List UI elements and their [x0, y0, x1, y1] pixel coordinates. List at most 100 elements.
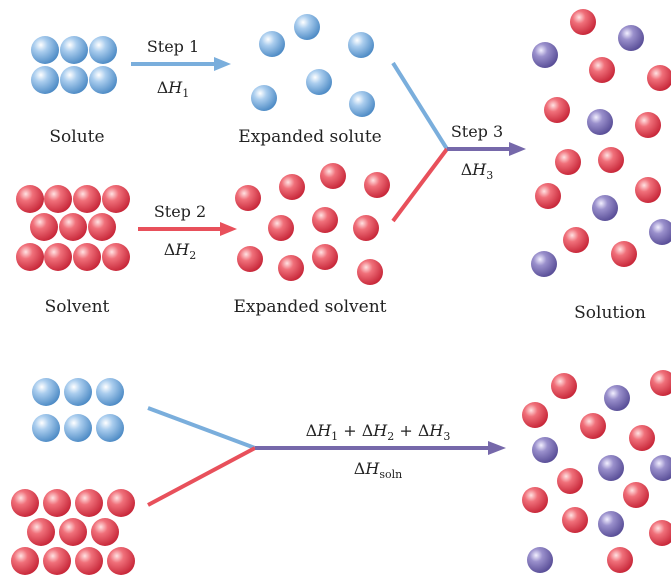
overall-solute-cluster [32, 378, 124, 442]
solvent-particle [563, 227, 589, 253]
solute-particle [306, 69, 332, 95]
solvent-particle [535, 183, 561, 209]
overall-sum-label: ΔH1 + ΔH2 + ΔH3 [306, 421, 451, 443]
step1-enthalpy: ΔH1 [157, 78, 190, 100]
solute-particle [294, 14, 320, 40]
solvent-particle [607, 547, 633, 573]
solvent-particle [237, 246, 263, 272]
solvent-particle [635, 112, 661, 138]
solvent-particle [43, 489, 71, 517]
solvent-particle [551, 373, 577, 399]
purple-particle [587, 109, 613, 135]
expanded-solute-particles [251, 14, 375, 117]
solute-particle [349, 91, 375, 117]
solvent-particle [544, 97, 570, 123]
purple-particle [598, 455, 624, 481]
solute-particle [251, 85, 277, 111]
solvent-particle [562, 507, 588, 533]
purple-particle [650, 455, 671, 481]
solvent-particle [278, 255, 304, 281]
solvent-particle [91, 518, 119, 546]
solvent-particle [59, 518, 87, 546]
expanded-solvent-particles [235, 163, 390, 285]
solute-particle [32, 378, 60, 406]
overall-solvent-cluster [11, 489, 135, 575]
solvent-particle [312, 207, 338, 233]
solute-particle [31, 66, 59, 94]
purple-particle [527, 547, 553, 573]
solute-label: Solute [49, 127, 104, 147]
solvent-particle [635, 177, 661, 203]
solvent-particle [598, 147, 624, 173]
expanded-solute-label: Expanded solute [238, 127, 381, 147]
solvent-particle [73, 243, 101, 271]
solvent-particle [555, 149, 581, 175]
purple-particle [531, 251, 557, 277]
solvent-particle [27, 518, 55, 546]
step2-enthalpy: ΔH2 [164, 240, 197, 262]
solvent-particle [75, 489, 103, 517]
solute-particle [64, 378, 92, 406]
overall-solution-particles [522, 370, 671, 573]
solute-cluster [31, 36, 117, 94]
purple-particle [592, 195, 618, 221]
step2-arrow [138, 222, 237, 236]
solvent-particle [268, 215, 294, 241]
purple-particle [532, 42, 558, 68]
solvent-particle [102, 185, 130, 213]
solvent-particle [44, 185, 72, 213]
solute-particle [89, 66, 117, 94]
solvent-particle [312, 244, 338, 270]
solute-particle [96, 378, 124, 406]
solvent-particle [357, 259, 383, 285]
solvent-particle [44, 243, 72, 271]
solvent-particle [522, 487, 548, 513]
solvent-particle [522, 402, 548, 428]
purple-particle [618, 25, 644, 51]
solute-particle [31, 36, 59, 64]
solvent-particle [589, 57, 615, 83]
solvent-particle [557, 468, 583, 494]
solvent-particle [647, 65, 671, 91]
solute-particle [348, 32, 374, 58]
solute-particle [259, 31, 285, 57]
step3-label: Step 3 [451, 122, 503, 141]
solvent-particle [320, 163, 346, 189]
overall-soln-label: ΔHsoln [354, 459, 402, 481]
solvent-particle [30, 213, 58, 241]
solvent-particle [43, 547, 71, 575]
solvent-cluster [16, 185, 130, 271]
solvent-particle [611, 241, 637, 267]
solute-particle [32, 414, 60, 442]
solution-particles [531, 9, 671, 277]
solvent-particle [16, 243, 44, 271]
solute-particle [89, 36, 117, 64]
solvent-particle [649, 520, 671, 546]
solvent-particle [75, 547, 103, 575]
solute-particle [60, 66, 88, 94]
solvent-particle [235, 185, 261, 211]
purple-particle [532, 437, 558, 463]
solvent-particle [650, 370, 671, 396]
solvent-particle [629, 425, 655, 451]
solute-particle [96, 414, 124, 442]
step2-label: Step 2 [154, 202, 206, 221]
solvent-particle [11, 489, 39, 517]
solvent-particle [570, 9, 596, 35]
solvent-particle [102, 243, 130, 271]
solvent-particle [364, 172, 390, 198]
solvent-particle [59, 213, 87, 241]
solution-label: Solution [574, 303, 646, 323]
solvent-label: Solvent [45, 297, 110, 317]
step1-label: Step 1 [147, 37, 199, 56]
solvent-particle [88, 213, 116, 241]
solvent-particle [353, 215, 379, 241]
solvent-particle [73, 185, 101, 213]
purple-particle [649, 219, 671, 245]
step1-arrow [131, 57, 231, 71]
solvent-particle [107, 547, 135, 575]
solvent-particle [107, 489, 135, 517]
solvent-particle [16, 185, 44, 213]
step3-arrow [391, 61, 526, 223]
